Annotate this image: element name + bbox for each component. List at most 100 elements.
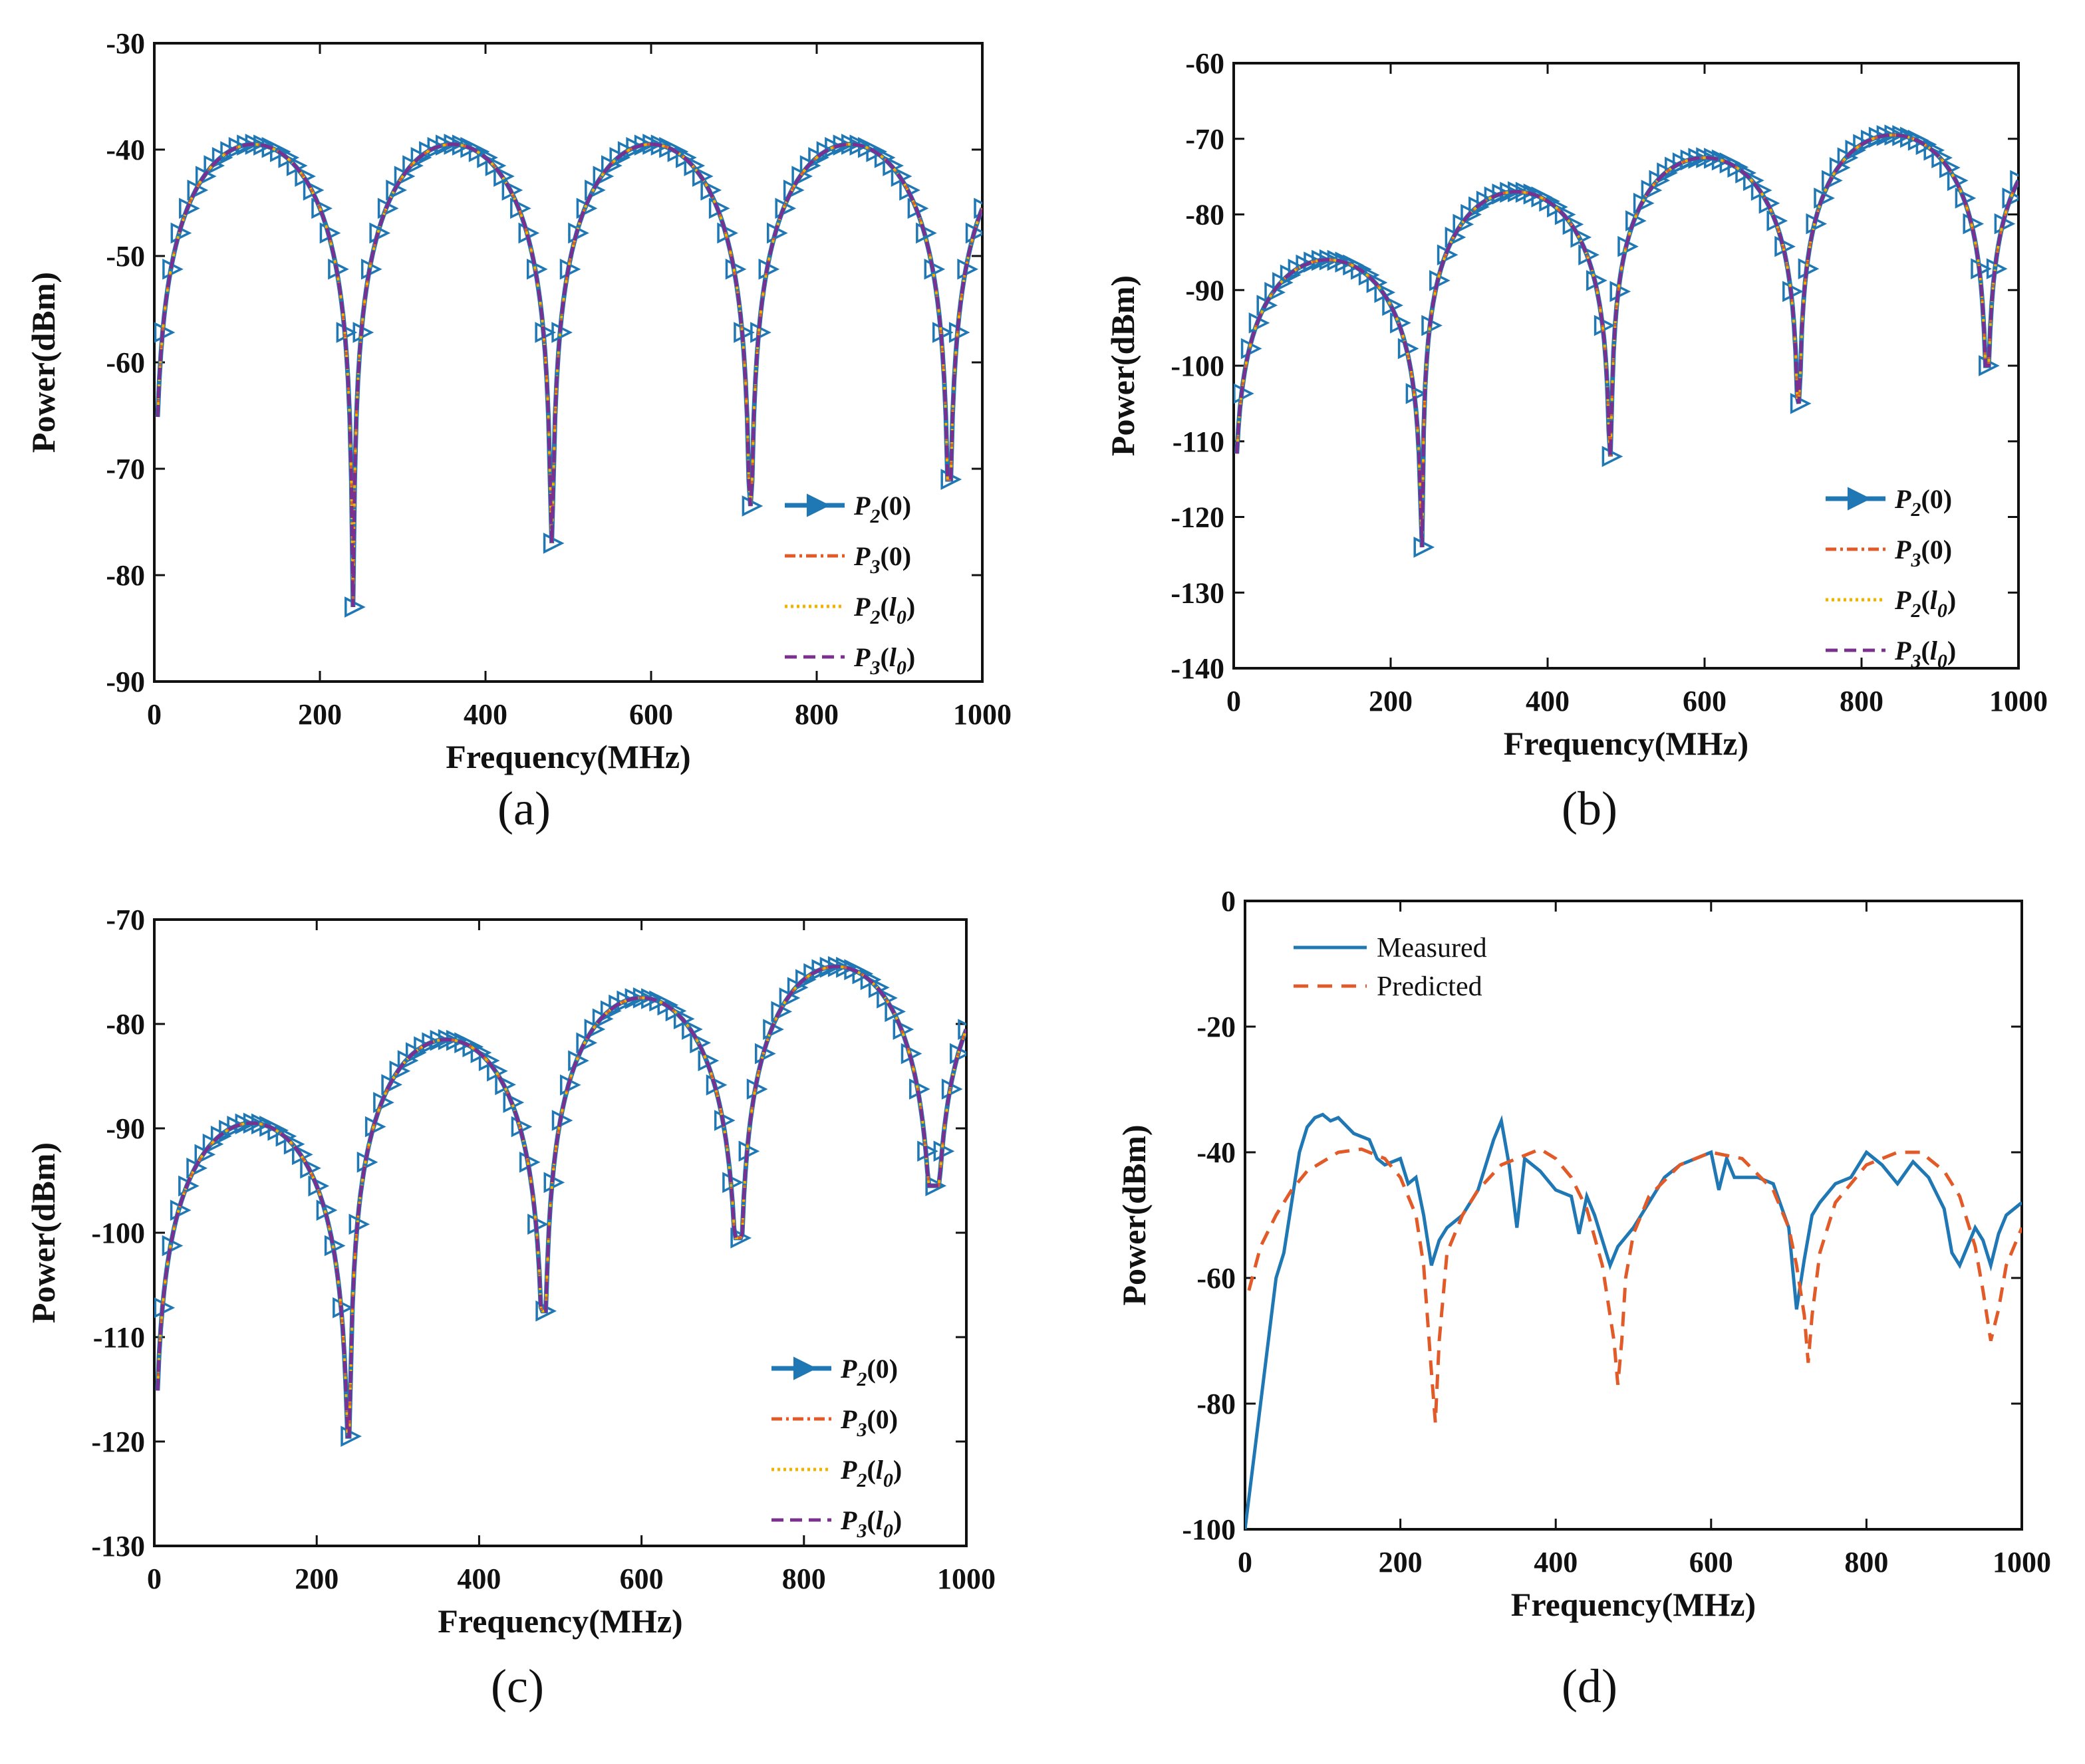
marker-triangle-p2-0 (916, 222, 937, 244)
legend-label-part: l (889, 642, 897, 672)
legend-label-part: (0) (880, 541, 911, 571)
series-line-predicted (1247, 1147, 2022, 1423)
legend-label-part: P (1894, 636, 1911, 666)
legend-label-part: (0) (880, 491, 911, 521)
legend-label-part: 2 (1910, 600, 1921, 622)
legend-label-part: P (840, 1354, 857, 1384)
legend-label-part: P (840, 1455, 857, 1485)
y-tick-label: -50 (106, 240, 145, 273)
y-tick-label: -70 (1185, 123, 1224, 156)
legend-label-part: (0) (867, 1404, 898, 1434)
series-line-p3-l0 (1235, 133, 2018, 548)
panel-label: (a) (497, 782, 551, 835)
legend-label-part: P (853, 491, 871, 521)
y-tick-label: -40 (106, 134, 145, 166)
legend-label-part: 2 (856, 1368, 867, 1390)
legend-label-2: P2(l0) (853, 592, 915, 628)
x-tick-label: 400 (1534, 1546, 1578, 1578)
plot-area (154, 955, 966, 1447)
legend-label-0: Measured (1377, 933, 1487, 963)
legend-label-part: 0 (883, 1469, 893, 1491)
marker-triangle-p2-0 (925, 1175, 947, 1197)
y-tick-label: -60 (106, 346, 145, 379)
legend-label-part: P (1894, 585, 1911, 615)
x-axis-label: Frequency(MHz) (446, 738, 690, 775)
panel-label: (c) (491, 1660, 544, 1713)
marker-triangle-p2-0 (974, 197, 982, 219)
legend-label-part: ) (1947, 636, 1956, 666)
legend-label-part: 2 (856, 1469, 867, 1491)
series-line-p3-0 (156, 965, 966, 1438)
legend-label-part: 3 (869, 657, 880, 679)
legend-label-part: 3 (1910, 650, 1921, 672)
legend-label-part: 0 (897, 657, 906, 679)
legend-marker-triangle (807, 493, 831, 517)
legend-label-part: (0) (1921, 535, 1952, 565)
legend-label-part: P (840, 1404, 857, 1434)
x-tick-label: 800 (795, 698, 839, 731)
legend-label-part: P (853, 592, 871, 622)
panel-a: 0 200 400 600 800 1000-30-40-50-60-70-80-90Fr… (25, 27, 1012, 835)
marker-triangle-p2-0 (924, 259, 946, 280)
x-tick-label: 200 (1379, 1546, 1423, 1578)
y-tick-label: -20 (1196, 1011, 1236, 1043)
legend-label-part: ) (893, 1505, 902, 1535)
marker-triangle-p2-0 (1814, 188, 1835, 209)
marker-triangle-p2-0 (885, 1001, 906, 1023)
legend-label-part: 0 (897, 606, 906, 628)
legend-label-part: 3 (1910, 549, 1921, 571)
x-tick-label: 600 (629, 698, 673, 731)
plot-frame (1244, 900, 2023, 1531)
y-tick-label: -70 (106, 453, 145, 485)
marker-triangle-p2-0 (308, 1175, 330, 1197)
y-tick-label: -130 (1171, 576, 1224, 609)
x-tick-label: 0 (147, 698, 162, 731)
legend-label-3: P3(l0) (1894, 636, 1956, 672)
y-tick-label: -100 (1171, 350, 1224, 382)
x-tick-label: 200 (298, 698, 342, 731)
legend-label-part: l (1930, 636, 1938, 666)
x-tick-label: 0 (1226, 685, 1241, 717)
series-line-p3-l0 (156, 142, 982, 608)
legend-label-part: P (840, 1505, 857, 1535)
x-axis-label: Frequency(MHz) (1504, 725, 1748, 762)
panel-c: 0 200 400 600 800 1000-70-80-90-100-110-120-1… (25, 904, 996, 1713)
legend-label-3: P3(l0) (853, 642, 915, 679)
legend-label-0: P2(0) (1894, 484, 1952, 521)
y-tick-label: -60 (1185, 47, 1224, 80)
legend-label-0: P2(0) (840, 1354, 898, 1390)
x-tick-label: 400 (1526, 685, 1570, 717)
legend-label-part: (0) (867, 1354, 898, 1384)
legend-label-0: P2(0) (853, 491, 911, 527)
legend-label-part: ( (867, 1505, 875, 1535)
x-tick-label: 200 (1369, 685, 1413, 717)
y-tick-label: -80 (1185, 199, 1224, 231)
x-tick-label: 1000 (1993, 1546, 2051, 1578)
legend-label-part: ( (1921, 585, 1929, 615)
y-tick-label: -40 (1196, 1136, 1236, 1169)
marker-triangle-p2-0 (722, 1172, 744, 1194)
y-axis-label: Power(dBm) (1104, 275, 1141, 456)
x-tick-label: 1000 (1989, 685, 2048, 717)
legend-marker-triangle (793, 1356, 817, 1380)
y-tick-label: -90 (106, 1112, 145, 1145)
panel-label: (b) (1562, 782, 1617, 835)
legend-label-part: ) (906, 592, 915, 622)
legend-label-1: Predicted (1377, 971, 1482, 1002)
plot-frame (1232, 62, 2020, 670)
legend-label-part: 2 (869, 606, 880, 628)
y-tick-label: -110 (93, 1321, 145, 1354)
series-line-p2-l0 (1235, 134, 2018, 548)
legend-label-1: P3(0) (853, 541, 911, 578)
y-tick-label: -80 (106, 1008, 145, 1041)
y-axis-label: Power(dBm) (25, 272, 62, 453)
legend-label-part: ) (906, 642, 915, 672)
legend-label-part: ( (1921, 636, 1929, 666)
legend-label-part: P (853, 541, 871, 571)
legend-label-part: (0) (1921, 484, 1952, 514)
legend-label-part: 2 (869, 505, 880, 527)
x-tick-label: 0 (147, 1563, 162, 1595)
legend-label-part: P (1894, 484, 1911, 514)
legend-label-2: P2(l0) (840, 1455, 902, 1491)
